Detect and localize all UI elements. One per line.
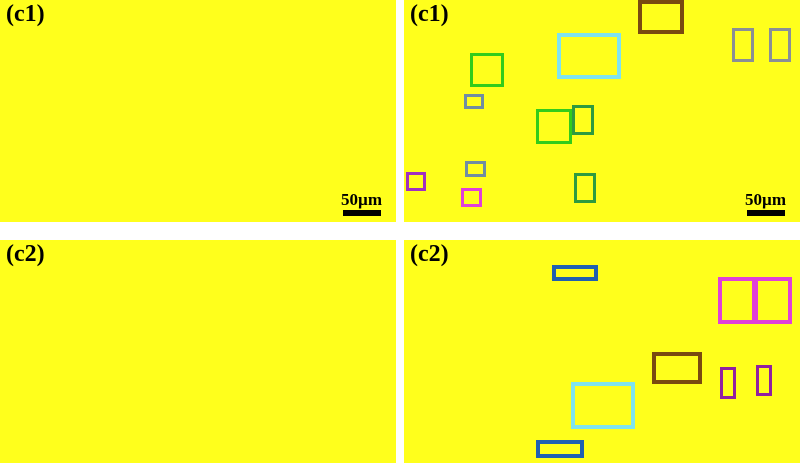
micrograph-c1-left-texture xyxy=(0,0,396,222)
highlight-box-gray xyxy=(732,28,754,62)
panel-label: (c2) xyxy=(6,241,45,267)
highlight-box-violet xyxy=(756,365,772,396)
highlight-box-magenta xyxy=(461,188,482,207)
highlight-box-cyan xyxy=(571,382,635,429)
highlight-box-dark-green xyxy=(572,105,594,135)
panel-label: (c2) xyxy=(410,241,449,267)
highlight-box-blue xyxy=(536,440,584,458)
highlight-box-gray xyxy=(769,28,791,62)
scale-bar-label: 50µm xyxy=(745,190,786,209)
scale-bar-label: 50µm xyxy=(341,190,382,209)
panel-label: (c1) xyxy=(410,1,449,27)
panel-label: (c1) xyxy=(6,1,45,27)
micrograph-c2-annotated: (c2) xyxy=(404,240,800,463)
highlight-box-magenta xyxy=(754,277,792,324)
micrograph-c1-annotated: (c1) 50µm xyxy=(404,0,800,222)
highlight-box-dark-green xyxy=(574,173,596,203)
highlight-box-brown xyxy=(652,352,702,384)
highlight-box-slate xyxy=(465,161,486,177)
highlight-box-violet xyxy=(720,367,736,399)
highlight-box-blue xyxy=(552,265,598,281)
micrograph-c2-left-texture xyxy=(0,240,396,463)
highlight-box-slate xyxy=(464,94,484,109)
highlight-box-purple xyxy=(406,172,426,191)
micrograph-c2-left: (c2) xyxy=(0,240,396,463)
highlight-box-brown xyxy=(638,0,684,34)
highlight-box-magenta xyxy=(718,277,756,324)
highlight-box-cyan xyxy=(557,33,621,79)
highlight-box-green xyxy=(536,109,572,144)
highlight-box-green xyxy=(470,53,504,87)
micrograph-c1-left: (c1) 50µm xyxy=(0,0,396,222)
micrograph-c2-annotated-texture xyxy=(404,240,800,463)
scale-bar xyxy=(343,210,381,216)
scale-bar xyxy=(747,210,785,216)
